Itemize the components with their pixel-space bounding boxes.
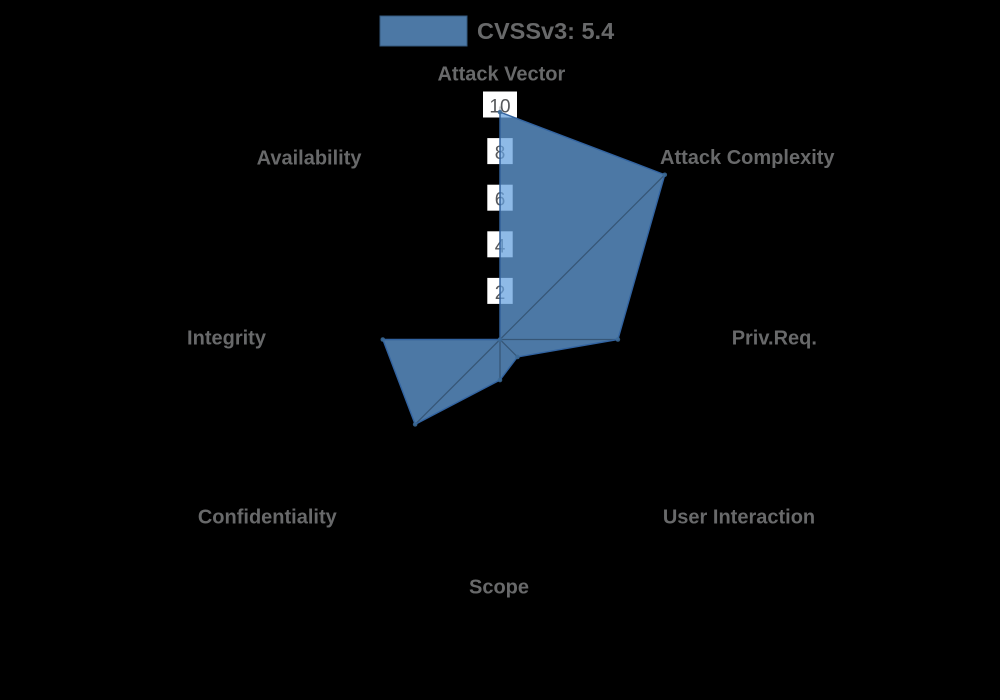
svg-text:Confidentiality: Confidentiality [198, 506, 338, 528]
svg-text:Integrity: Integrity [187, 327, 267, 349]
svg-text:Attack Complexity: Attack Complexity [660, 147, 835, 169]
svg-text:User Interaction: User Interaction [663, 506, 815, 528]
svg-text:Priv.Req.: Priv.Req. [732, 327, 817, 349]
svg-text:CVSSv3: 5.4: CVSSv3: 5.4 [477, 18, 614, 44]
svg-text:Scope: Scope [469, 577, 529, 599]
svg-text:Attack Vector: Attack Vector [437, 64, 565, 86]
svg-text:Availability: Availability [257, 148, 363, 170]
